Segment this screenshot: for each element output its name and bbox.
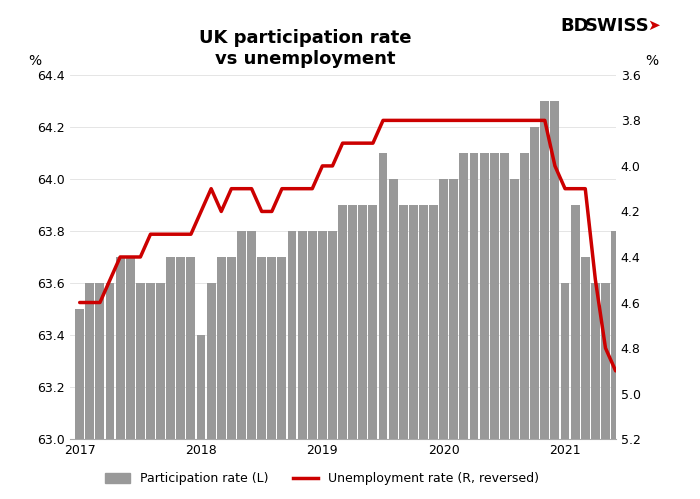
Bar bbox=[389, 179, 398, 439]
Bar bbox=[631, 283, 640, 439]
Bar bbox=[601, 283, 610, 439]
Bar bbox=[258, 257, 266, 439]
Text: ➤: ➤ bbox=[647, 17, 659, 32]
Legend: Participation rate (L), Unemployment rate (R, reversed): Participation rate (L), Unemployment rat… bbox=[99, 467, 545, 490]
Title: UK participation rate
vs unemployment: UK participation rate vs unemployment bbox=[199, 29, 411, 68]
Bar bbox=[440, 179, 448, 439]
Text: BD: BD bbox=[560, 17, 589, 35]
Text: %: % bbox=[645, 53, 658, 67]
Bar bbox=[540, 101, 550, 439]
Bar bbox=[206, 283, 216, 439]
Bar bbox=[662, 413, 671, 439]
Bar bbox=[318, 231, 327, 439]
Bar bbox=[277, 257, 286, 439]
Bar bbox=[328, 231, 337, 439]
Bar bbox=[622, 231, 630, 439]
Bar bbox=[480, 153, 489, 439]
Bar bbox=[581, 257, 589, 439]
Bar bbox=[186, 257, 195, 439]
Bar bbox=[510, 179, 519, 439]
Bar bbox=[470, 153, 479, 439]
Bar bbox=[308, 231, 316, 439]
Bar bbox=[591, 283, 600, 439]
Bar bbox=[217, 257, 225, 439]
Bar bbox=[429, 205, 438, 439]
Bar bbox=[126, 257, 134, 439]
Bar bbox=[368, 205, 377, 439]
Bar bbox=[520, 153, 529, 439]
Bar bbox=[146, 283, 155, 439]
Bar bbox=[116, 257, 125, 439]
Bar bbox=[247, 231, 256, 439]
Bar bbox=[167, 257, 175, 439]
Bar bbox=[338, 205, 347, 439]
Text: %: % bbox=[28, 53, 41, 67]
Bar bbox=[550, 101, 559, 439]
Bar bbox=[409, 205, 418, 439]
Bar bbox=[672, 335, 680, 439]
Bar bbox=[449, 179, 459, 439]
Bar bbox=[459, 153, 468, 439]
Bar bbox=[106, 283, 115, 439]
Bar bbox=[652, 335, 661, 439]
Bar bbox=[136, 283, 145, 439]
Bar bbox=[349, 205, 357, 439]
Bar bbox=[76, 309, 84, 439]
Bar bbox=[156, 283, 165, 439]
Bar bbox=[419, 205, 428, 439]
Text: SWISS: SWISS bbox=[585, 17, 650, 35]
Bar bbox=[561, 283, 570, 439]
Bar bbox=[288, 231, 297, 439]
Bar bbox=[641, 309, 650, 439]
Bar bbox=[237, 231, 246, 439]
Bar bbox=[379, 153, 388, 439]
Bar bbox=[399, 205, 407, 439]
Bar bbox=[298, 231, 307, 439]
Bar bbox=[197, 335, 206, 439]
Bar bbox=[531, 127, 539, 439]
Bar bbox=[358, 205, 368, 439]
Bar bbox=[267, 257, 276, 439]
Bar bbox=[85, 283, 94, 439]
Bar bbox=[227, 257, 236, 439]
Bar bbox=[500, 153, 509, 439]
Bar bbox=[95, 283, 104, 439]
Bar bbox=[611, 231, 620, 439]
Bar bbox=[490, 153, 498, 439]
Bar bbox=[570, 205, 580, 439]
Bar bbox=[176, 257, 186, 439]
